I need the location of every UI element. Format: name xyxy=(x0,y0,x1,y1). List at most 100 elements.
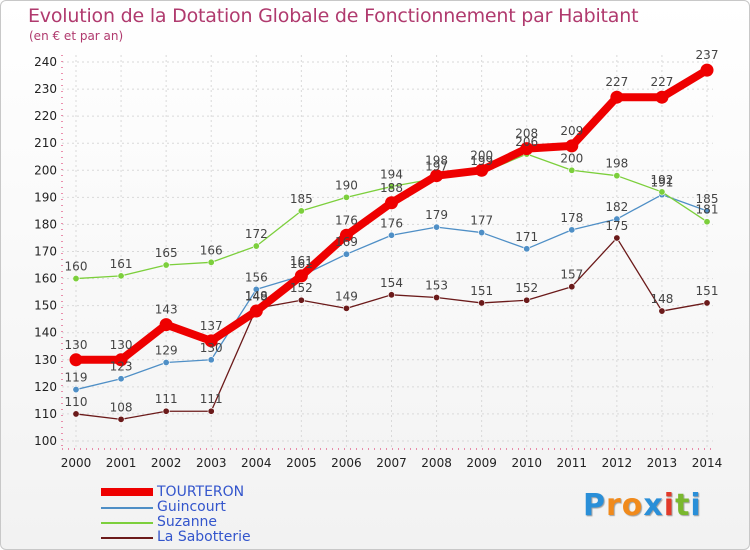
data-label-suzanne: 160 xyxy=(65,260,88,274)
y-tick-label: 120 xyxy=(34,380,57,394)
x-tick-label: 2001 xyxy=(106,456,137,470)
data-label-suzanne: 161 xyxy=(110,257,133,271)
x-tick-label: 2005 xyxy=(286,456,317,470)
data-point-guincourt xyxy=(523,245,531,253)
data-point-tourteron xyxy=(520,142,534,156)
data-point-guincourt xyxy=(568,226,576,234)
data-label-guincourt: 171 xyxy=(515,230,538,244)
x-tick-label: 2006 xyxy=(331,456,362,470)
data-label-tourteron: 209 xyxy=(560,124,583,138)
data-point-suzanne xyxy=(613,172,621,180)
data-label-la-sabotterie: 149 xyxy=(335,289,358,303)
data-point-la-sabotterie xyxy=(297,296,305,304)
x-tick-label: 2008 xyxy=(421,456,452,470)
data-point-guincourt xyxy=(117,375,125,383)
data-label-guincourt: 191 xyxy=(650,176,673,190)
y-tick-label: 220 xyxy=(34,109,57,123)
data-label-suzanne: 166 xyxy=(200,243,223,257)
data-point-suzanne xyxy=(207,258,215,266)
data-label-tourteron: 130 xyxy=(65,338,88,352)
data-point-la-sabotterie xyxy=(72,410,80,418)
data-label-tourteron: 198 xyxy=(425,154,448,168)
data-label-la-sabotterie: 154 xyxy=(380,276,403,290)
x-tick-label: 2003 xyxy=(196,456,227,470)
logo-letter: x xyxy=(643,488,664,523)
data-label-guincourt: 185 xyxy=(696,192,719,206)
data-label-tourteron: 237 xyxy=(696,48,719,62)
data-point-tourteron xyxy=(249,304,263,318)
data-point-guincourt xyxy=(387,231,395,239)
data-label-suzanne: 198 xyxy=(605,157,628,171)
data-point-guincourt xyxy=(252,285,260,293)
data-label-suzanne: 206 xyxy=(515,135,538,149)
data-label-guincourt: 129 xyxy=(155,343,178,357)
data-label-guincourt: 169 xyxy=(335,235,358,249)
data-point-guincourt xyxy=(613,215,621,223)
data-point-tourteron xyxy=(610,90,624,104)
data-point-guincourt xyxy=(207,356,215,364)
data-label-tourteron: 227 xyxy=(650,75,673,89)
grid-lines xyxy=(62,55,713,449)
y-tick-label: 180 xyxy=(34,217,57,231)
data-label-guincourt: 119 xyxy=(65,371,88,385)
x-tick-label: 2011 xyxy=(557,456,588,470)
data-point-la-sabotterie xyxy=(658,307,666,315)
logo-letter: i xyxy=(663,488,676,523)
data-label-suzanne: 181 xyxy=(696,203,719,217)
data-point-la-sabotterie xyxy=(162,407,170,415)
x-tick-label: 2014 xyxy=(692,456,723,470)
data-point-la-sabotterie xyxy=(613,234,621,242)
y-tick-label: 130 xyxy=(34,353,57,367)
y-tick-label: 210 xyxy=(34,136,57,150)
chart-title: Evolution de la Dotation Globale de Fonc… xyxy=(28,5,639,27)
data-point-guincourt xyxy=(703,207,711,215)
data-point-la-sabotterie xyxy=(117,415,125,423)
data-label-suzanne: 172 xyxy=(245,227,268,241)
logo-letter: o xyxy=(621,488,644,523)
data-label-tourteron: 227 xyxy=(605,75,628,89)
data-label-la-sabotterie: 149 xyxy=(245,289,268,303)
data-point-tourteron xyxy=(655,90,669,104)
data-point-la-sabotterie xyxy=(523,296,531,304)
data-point-la-sabotterie xyxy=(478,299,486,307)
data-label-tourteron: 143 xyxy=(155,303,178,317)
legend-label: La Sabotterie xyxy=(157,529,251,545)
data-label-la-sabotterie: 108 xyxy=(110,400,133,414)
data-point-tourteron xyxy=(69,353,83,367)
data-label-tourteron: 137 xyxy=(200,319,223,333)
data-point-guincourt xyxy=(342,250,350,258)
data-point-tourteron xyxy=(430,169,444,183)
data-label-suzanne: 192 xyxy=(650,173,673,187)
data-label-guincourt: 156 xyxy=(245,270,268,284)
data-label-guincourt: 123 xyxy=(110,360,133,374)
data-point-tourteron xyxy=(204,334,218,348)
data-label-la-sabotterie: 157 xyxy=(560,268,583,282)
data-label-la-sabotterie: 111 xyxy=(200,392,223,406)
data-label-suzanne: 165 xyxy=(155,246,178,260)
data-label-guincourt: 130 xyxy=(200,341,223,355)
data-point-la-sabotterie xyxy=(568,283,576,291)
data-point-tourteron xyxy=(385,196,398,210)
data-point-la-sabotterie xyxy=(387,291,395,299)
y-tick-label: 200 xyxy=(34,163,57,177)
data-point-suzanne xyxy=(387,183,395,191)
chart-subtitle: (en € et par an) xyxy=(29,29,124,43)
y-tick-label: 170 xyxy=(34,245,57,259)
data-point-suzanne xyxy=(342,193,350,201)
data-point-tourteron xyxy=(565,139,579,153)
data-point-suzanne xyxy=(297,207,305,215)
y-tick-label: 140 xyxy=(34,326,57,340)
data-point-suzanne xyxy=(568,166,576,174)
data-label-suzanne: 200 xyxy=(560,151,583,165)
legend-label: Suzanne xyxy=(157,514,218,530)
data-label-tourteron: 208 xyxy=(515,127,538,141)
data-label-suzanne: 190 xyxy=(335,178,358,192)
data-label-guincourt: 179 xyxy=(425,208,448,222)
y-tick-label: 240 xyxy=(34,55,57,69)
data-point-suzanne xyxy=(162,261,170,269)
data-label-la-sabotterie: 152 xyxy=(290,281,313,295)
y-tick-label: 230 xyxy=(34,82,57,96)
x-tick-label: 2010 xyxy=(511,456,542,470)
data-point-la-sabotterie xyxy=(703,299,711,307)
